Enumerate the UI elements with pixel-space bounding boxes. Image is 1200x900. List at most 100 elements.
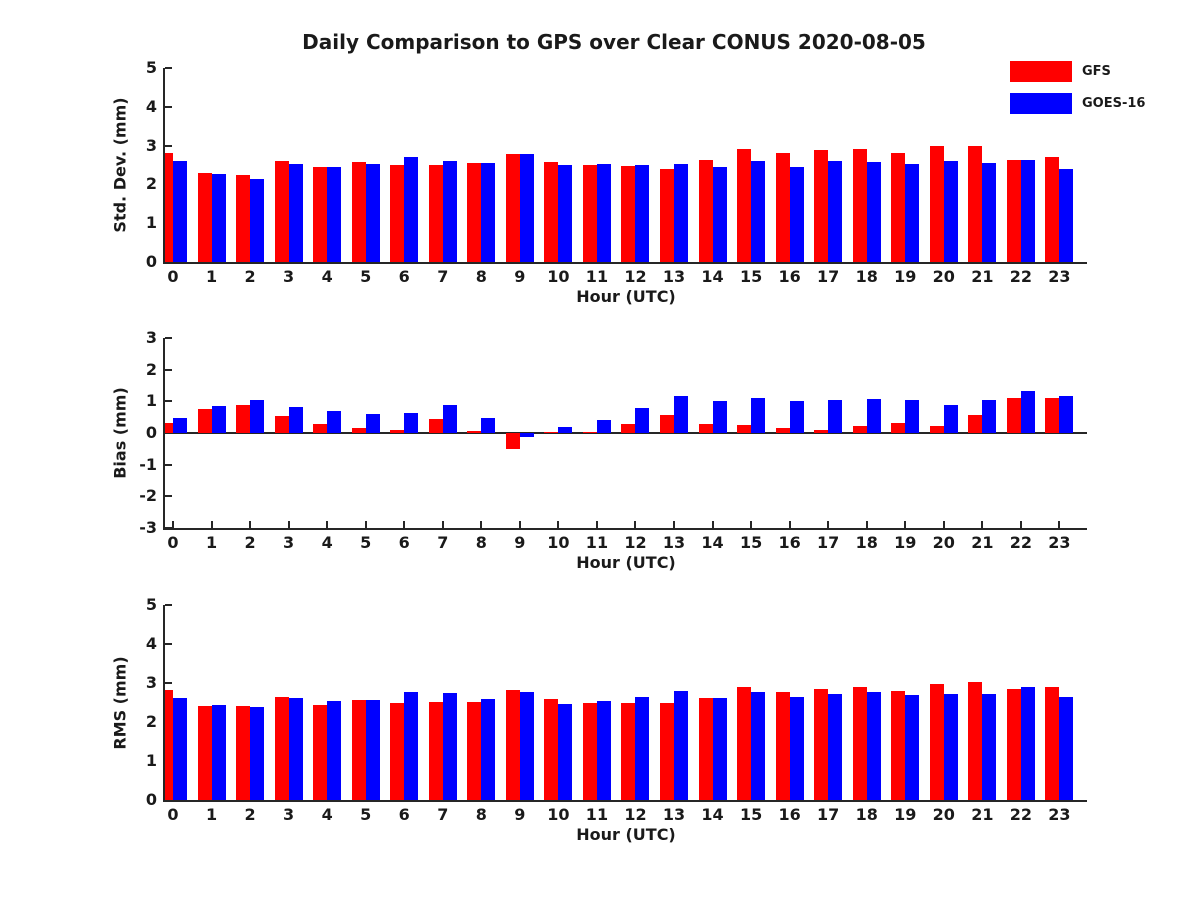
y-tick-label: 1 bbox=[145, 751, 157, 770]
bar-gfs-hour-13 bbox=[660, 703, 675, 800]
bar-gfs-hour-17 bbox=[814, 150, 829, 262]
bar-goes-16-hour-14 bbox=[712, 166, 727, 262]
x-tick-label: 7 bbox=[437, 267, 449, 286]
bar-gfs-hour-8 bbox=[467, 431, 482, 433]
bar-gfs-hour-15 bbox=[737, 687, 752, 800]
y-tick-label: -1 bbox=[139, 454, 157, 474]
legend-label-goes-16: GOES-16 bbox=[1082, 96, 1146, 111]
x-tick-label: 5 bbox=[360, 267, 372, 286]
x-tick-mark bbox=[942, 521, 945, 528]
bar-gfs-hour-9 bbox=[505, 690, 520, 800]
bar-goes-16-hour-18 bbox=[866, 398, 881, 433]
bar-gfs-hour-22 bbox=[1006, 688, 1021, 800]
bar-gfs-hour-10 bbox=[544, 432, 559, 433]
bar-goes-16-hour-13 bbox=[674, 395, 689, 433]
x-tick-label: 11 bbox=[585, 533, 609, 552]
bar-goes-16-hour-20 bbox=[943, 161, 958, 262]
bar-gfs-hour-0 bbox=[165, 690, 173, 800]
x-tick-mark bbox=[557, 521, 560, 528]
bar-goes-16-hour-19 bbox=[905, 695, 920, 800]
bar-goes-16-hour-21 bbox=[982, 163, 997, 262]
bar-gfs-hour-0 bbox=[165, 153, 173, 262]
y-tick-mark bbox=[165, 643, 172, 645]
x-tick-mark bbox=[403, 521, 406, 528]
bar-gfs-hour-2 bbox=[236, 404, 251, 433]
bar-goes-16-hour-11 bbox=[596, 164, 611, 262]
y-tick-label: 5 bbox=[145, 595, 157, 614]
plot-rms-mm: 0 1 2 3 4 5 0 1 2 3 4 5 6 7 8 9 10 11 12 13 14 15 16 17 18 19 20 21… bbox=[111, 595, 1087, 844]
bar-goes-16-hour-17 bbox=[828, 400, 843, 433]
x-tick-label: 15 bbox=[739, 533, 763, 552]
bar-gfs-hour-18 bbox=[852, 148, 867, 262]
bar-gfs-hour-21 bbox=[968, 414, 983, 433]
x-tick-label: 11 bbox=[585, 267, 609, 286]
bar-gfs-hour-8 bbox=[467, 163, 482, 262]
x-tick-label: 6 bbox=[398, 533, 410, 552]
bar-gfs-hour-9 bbox=[505, 433, 520, 449]
x-tick-label: 20 bbox=[932, 805, 955, 824]
bar-goes-16-hour-6 bbox=[404, 412, 419, 433]
bar-gfs-hour-1 bbox=[197, 409, 212, 433]
bar-goes-16-hour-16 bbox=[789, 167, 804, 262]
bar-gfs-hour-10 bbox=[544, 161, 559, 262]
bar-gfs-hour-15 bbox=[737, 149, 752, 262]
x-axis-label: Hour (UTC) bbox=[576, 825, 676, 844]
y-tick-label: 3 bbox=[145, 135, 157, 155]
bar-goes-16-hour-0 bbox=[173, 161, 187, 262]
bar-goes-16-hour-17 bbox=[828, 161, 843, 262]
bar-gfs-hour-0 bbox=[165, 422, 173, 433]
x-tick-label: 1 bbox=[205, 533, 218, 552]
x-tick-label: 12 bbox=[624, 267, 647, 286]
y-tick-label: 5 bbox=[145, 58, 157, 77]
bar-gfs-hour-14 bbox=[698, 160, 713, 262]
bar-goes-16-hour-2 bbox=[250, 400, 265, 433]
bar-goes-16-hour-0 bbox=[173, 697, 187, 800]
bar-gfs-hour-4 bbox=[313, 704, 328, 800]
x-tick-label: 19 bbox=[894, 805, 917, 824]
x-tick-label: 21 bbox=[971, 533, 994, 552]
bar-gfs-hour-20 bbox=[929, 426, 944, 433]
bar-goes-16-hour-9 bbox=[519, 691, 534, 800]
bar-gfs-hour-17 bbox=[814, 688, 829, 800]
bar-gfs-hour-7 bbox=[428, 701, 443, 800]
bar-goes-16-hour-1 bbox=[211, 406, 226, 433]
bar-gfs-hour-18 bbox=[852, 426, 867, 433]
x-tick-label: 11 bbox=[585, 805, 609, 824]
bar-goes-16-hour-4 bbox=[327, 701, 342, 800]
bar-gfs-hour-10 bbox=[544, 699, 559, 800]
x-tick-label: 13 bbox=[662, 267, 686, 286]
x-tick-mark bbox=[249, 521, 252, 528]
bars-layer bbox=[165, 338, 1087, 528]
bar-gfs-hour-19 bbox=[891, 422, 906, 433]
bar-goes-16-hour-23 bbox=[1059, 168, 1074, 262]
x-tick-label: 22 bbox=[1009, 267, 1033, 286]
y-tick-mark bbox=[165, 527, 172, 529]
bar-goes-16-hour-4 bbox=[327, 411, 342, 433]
bar-gfs-hour-13 bbox=[660, 414, 675, 433]
y-tick-mark bbox=[165, 368, 172, 371]
x-tick-label: 23 bbox=[1048, 533, 1071, 552]
bar-goes-16-hour-9 bbox=[519, 154, 534, 262]
bar-goes-16-hour-20 bbox=[943, 693, 958, 800]
bar-gfs-hour-17 bbox=[814, 429, 829, 433]
x-tick-mark bbox=[326, 521, 329, 528]
x-tick-label: 6 bbox=[398, 805, 410, 824]
bar-gfs-hour-22 bbox=[1006, 398, 1021, 433]
bar-goes-16-hour-2 bbox=[250, 707, 265, 800]
bar-goes-16-hour-4 bbox=[327, 166, 342, 262]
bar-gfs-hour-22 bbox=[1006, 159, 1021, 262]
x-tick-mark bbox=[750, 521, 753, 528]
x-tick-label: 15 bbox=[739, 805, 763, 824]
x-tick-label: 22 bbox=[1009, 805, 1033, 824]
legend-label-gfs: GFS bbox=[1082, 64, 1111, 79]
bar-gfs-hour-16 bbox=[775, 153, 790, 262]
bar-gfs-hour-11 bbox=[582, 165, 597, 262]
x-tick-mark bbox=[634, 521, 637, 528]
x-tick-mark bbox=[711, 521, 714, 528]
bar-goes-16-hour-6 bbox=[404, 157, 419, 262]
x-tick-label: 3 bbox=[283, 533, 295, 552]
plot-bias-mm: -3 -2 -1 0 1 2 3 0 1 2 3 4 5 6 7 8 9 10 11 12 13 14 15 16 17 18 19… bbox=[111, 328, 1087, 572]
bar-gfs-hour-11 bbox=[582, 432, 597, 433]
bar-goes-16-hour-7 bbox=[442, 692, 457, 800]
